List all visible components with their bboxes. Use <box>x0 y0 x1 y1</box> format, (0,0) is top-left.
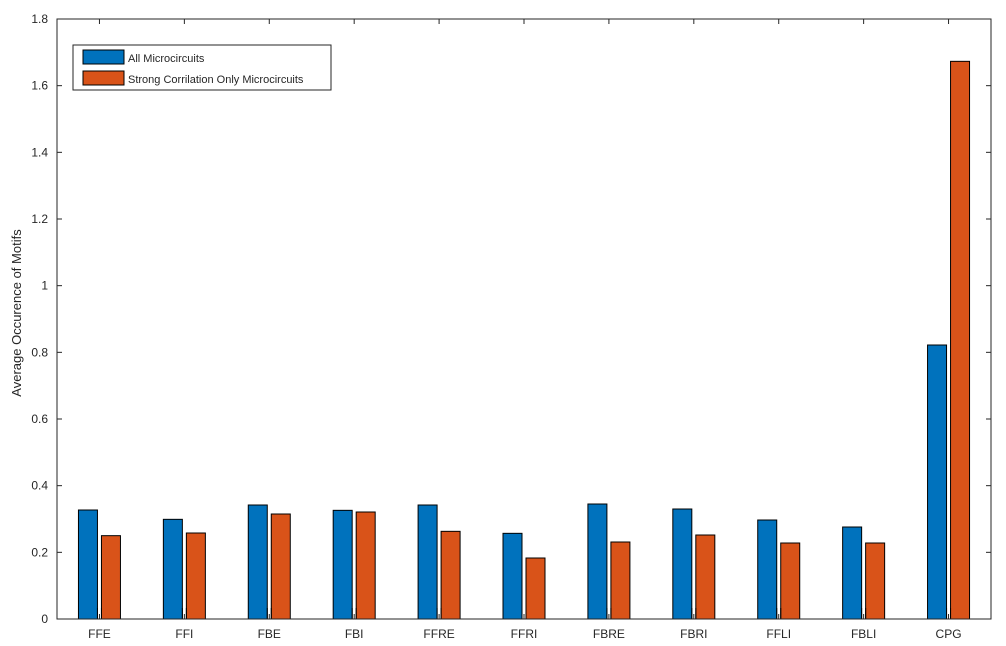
bar-ffi-all <box>162 518 183 620</box>
bar-fbe-strong <box>270 513 291 620</box>
bar-fbre-all <box>587 503 608 620</box>
bar-fbli-all <box>842 526 863 620</box>
y-tick-label: 1.8 <box>31 12 48 26</box>
legend: All Microcircuits Strong Corrilation Onl… <box>72 44 332 91</box>
x-tick-label: FBI <box>345 627 364 641</box>
bar-fbre-strong <box>610 541 631 620</box>
bar-ffe-all <box>77 509 98 620</box>
y-tick-label: 0.4 <box>31 479 48 493</box>
legend-swatch-all <box>82 49 125 65</box>
x-tick-label: FFE <box>88 627 111 641</box>
y-tick-label: 0 <box>41 612 48 626</box>
y-tick-label: 1.6 <box>31 79 48 93</box>
bar-ffre-strong <box>440 530 461 620</box>
y-tick-label: 0.2 <box>31 545 48 559</box>
bar-ffre-all <box>417 504 438 620</box>
bar-cpg-all <box>927 344 948 620</box>
x-tick-label: FFLI <box>766 627 791 641</box>
legend-label-strong: Strong Corrilation Only Microcircuits <box>128 74 304 86</box>
y-tick-label: 0.8 <box>31 345 48 359</box>
y-tick-label: 1.4 <box>31 145 48 159</box>
x-tick-label: FBE <box>258 627 281 641</box>
x-tick-label: FFRE <box>423 627 454 641</box>
bar-ffi-strong <box>185 532 206 620</box>
y-axis: 0 0.2 0.4 0.6 0.8 1 1.2 1.4 1.6 1.8 <box>31 12 991 626</box>
bar-fbi-all <box>332 509 353 620</box>
x-tick-label: CPG <box>936 627 962 641</box>
x-tick-label: FBRI <box>680 627 707 641</box>
bar-fbli-strong <box>865 542 886 620</box>
bar-fbri-strong <box>695 534 716 620</box>
bar-fbe-all <box>247 504 268 620</box>
bar-cpg-strong <box>950 60 971 620</box>
y-tick-label: 0.6 <box>31 412 48 426</box>
bar-ffri-strong <box>525 557 546 620</box>
y-tick-label: 1 <box>41 279 48 293</box>
y-axis-label: Average Occurence of Motifs <box>9 229 24 397</box>
x-tick-label: FFI <box>175 627 193 641</box>
bar-ffe-strong <box>100 535 121 620</box>
stems-group <box>96 608 952 619</box>
legend-swatch-strong <box>82 70 125 86</box>
y-tick-label: 1.2 <box>31 212 48 226</box>
bar-fbi-strong <box>355 511 376 620</box>
bar-ffli-all <box>757 519 778 620</box>
x-axis: FFE FFI FBE FBI FFRE FFRI FBRE FBRI FFLI FBLI CPG <box>88 19 962 641</box>
bar-ffli-strong <box>780 542 801 620</box>
legend-label-all: All Microcircuits <box>128 53 205 65</box>
x-tick-label: FBRE <box>593 627 625 641</box>
x-tick-label: FFRI <box>511 627 538 641</box>
bars-group <box>77 60 971 620</box>
bar-fbri-all <box>672 508 693 620</box>
bar-ffri-all <box>502 532 523 620</box>
x-tick-label: FBLI <box>851 627 876 641</box>
